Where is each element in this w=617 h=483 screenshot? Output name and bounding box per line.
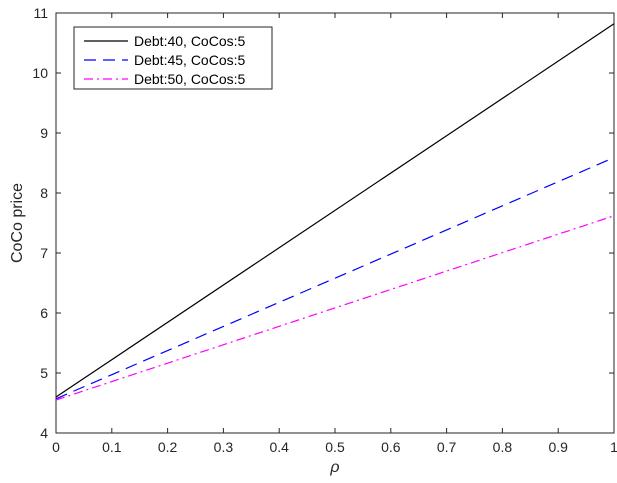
x-tick-label: 0.4 — [269, 439, 289, 455]
series-layer — [55, 23, 615, 401]
y-tick-label: 8 — [40, 185, 48, 201]
y-tick-label: 9 — [40, 125, 48, 141]
x-tick-label: 0.8 — [493, 439, 513, 455]
legend-label-3: Debt:50, CoCos:5 — [134, 71, 245, 87]
y-tick-label: 4 — [40, 425, 48, 441]
series-line-1 — [55, 23, 615, 398]
x-tick-label: 0.6 — [381, 439, 401, 455]
y-tick-label: 11 — [33, 5, 48, 21]
y-tick-label: 5 — [40, 365, 48, 381]
x-tick-label: 0.1 — [102, 439, 122, 455]
y-tick-label: 6 — [40, 305, 48, 321]
x-tick-label: 1 — [610, 439, 617, 455]
x-tick-label: 0.7 — [437, 439, 457, 455]
y-tick-label: 7 — [40, 245, 48, 261]
x-tick-label: 0.2 — [158, 439, 178, 455]
x-tick-label: 0.3 — [214, 439, 234, 455]
legend-label-1: Debt:40, CoCos:5 — [134, 33, 245, 49]
series-line-2 — [55, 157, 615, 400]
y-axis-title: CoCo price — [9, 183, 26, 263]
x-axis-title: ρ — [329, 459, 339, 476]
series-line-3 — [55, 215, 615, 401]
x-tick-label: 0.5 — [325, 439, 345, 455]
legend: Debt:40, CoCos:5 Debt:45, CoCos:5 Debt:50,… — [73, 26, 273, 90]
y-tick-label: 10 — [32, 65, 48, 81]
x-tick-label: 0.9 — [548, 439, 568, 455]
tick-layer: 0 0.1 0.2 0.3 0.4 0.5 0.6 0.7 0.8 0.9 1 4 5 6 7 8 9 10 11 — [32, 5, 617, 455]
legend-label-2: Debt:45, CoCos:5 — [134, 52, 245, 68]
x-tick-label: 0 — [52, 439, 60, 455]
